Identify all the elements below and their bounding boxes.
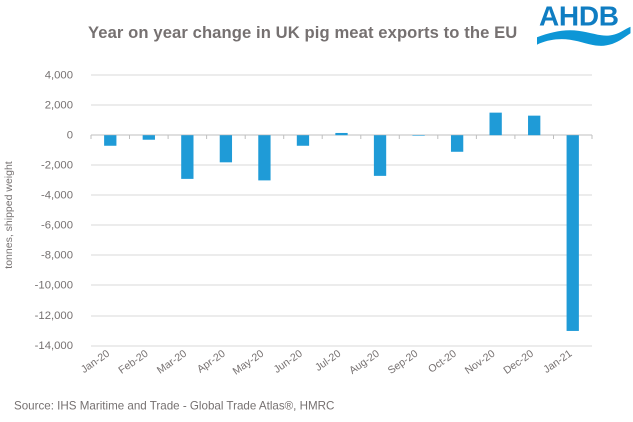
svg-text:-10,000: -10,000 bbox=[35, 280, 73, 292]
svg-text:-4,000: -4,000 bbox=[41, 190, 73, 202]
svg-text:Jan-20: Jan-20 bbox=[79, 348, 112, 376]
svg-text:Mar-20: Mar-20 bbox=[155, 348, 189, 377]
svg-text:Source: IHS Maritime and Trade: Source: IHS Maritime and Trade - Global … bbox=[14, 400, 334, 413]
svg-text:-14,000: -14,000 bbox=[35, 340, 73, 352]
svg-text:4,000: 4,000 bbox=[45, 70, 73, 82]
svg-text:-8,000: -8,000 bbox=[41, 250, 73, 262]
svg-text:Apr-20: Apr-20 bbox=[195, 348, 228, 376]
svg-text:Jun-20: Jun-20 bbox=[272, 348, 305, 376]
svg-text:-6,000: -6,000 bbox=[41, 220, 73, 232]
svg-text:Aug-20: Aug-20 bbox=[347, 348, 382, 377]
svg-text:Dec-20: Dec-20 bbox=[501, 348, 536, 377]
svg-text:2,000: 2,000 bbox=[45, 100, 73, 112]
svg-text:-12,000: -12,000 bbox=[35, 310, 73, 322]
svg-text:Feb-20: Feb-20 bbox=[116, 348, 150, 377]
svg-text:Jul-20: Jul-20 bbox=[313, 348, 343, 374]
svg-text:tonnes, shipped weight: tonnes, shipped weight bbox=[3, 161, 15, 268]
svg-text:-2,000: -2,000 bbox=[41, 160, 73, 172]
svg-text:Nov-20: Nov-20 bbox=[463, 348, 498, 377]
svg-text:Oct-20: Oct-20 bbox=[426, 348, 459, 376]
svg-text:Jan-21: Jan-21 bbox=[541, 348, 574, 376]
svg-text:Sep-20: Sep-20 bbox=[386, 348, 421, 377]
svg-text:May-20: May-20 bbox=[231, 348, 267, 378]
svg-text:0: 0 bbox=[67, 130, 73, 142]
